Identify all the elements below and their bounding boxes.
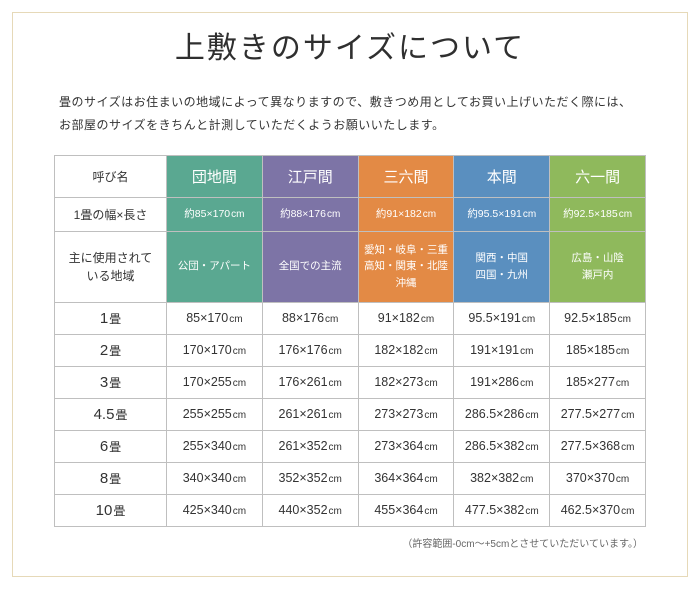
colored-cell: 公団・アパート — [167, 231, 263, 302]
size-cell: 182×182cm — [358, 334, 454, 366]
content-frame: 上敷きのサイズについて 畳のサイズはお住まいの地域によって異なりますので、敷きつ… — [12, 12, 688, 577]
size-row-label: 1畳 — [55, 302, 167, 334]
size-cell: 185×185cm — [550, 334, 646, 366]
size-cell: 95.5×191cm — [454, 302, 550, 334]
size-cell: 340×340cm — [167, 462, 263, 494]
size-cell: 255×340cm — [167, 430, 263, 462]
size-cell: 261×352cm — [262, 430, 358, 462]
size-cell: 286.5×286cm — [454, 398, 550, 430]
size-row-label: 8畳 — [55, 462, 167, 494]
size-cell: 364×364cm — [358, 462, 454, 494]
size-cell: 440×352cm — [262, 494, 358, 526]
size-cell: 255×255cm — [167, 398, 263, 430]
size-row-label: 4.5畳 — [55, 398, 167, 430]
colored-cell: 江戸間 — [262, 155, 358, 197]
size-cell: 455×364cm — [358, 494, 454, 526]
size-row-label: 3畳 — [55, 366, 167, 398]
footnote-text: （許容範囲-0cm～+5cmとさせていただいています。） — [13, 527, 687, 550]
size-cell: 88×176cm — [262, 302, 358, 334]
description-text: 畳のサイズはお住まいの地域によって異なりますので、敷きつめ用としてお買い上げいた… — [13, 91, 687, 155]
row-header-region: 主に使用されている地域 — [55, 231, 167, 302]
colored-cell: 団地間 — [167, 155, 263, 197]
colored-cell: 六一間 — [550, 155, 646, 197]
size-row-label: 2畳 — [55, 334, 167, 366]
size-cell: 462.5×370cm — [550, 494, 646, 526]
colored-cell: 全国での主流 — [262, 231, 358, 302]
size-cell: 191×191cm — [454, 334, 550, 366]
size-cell: 352×352cm — [262, 462, 358, 494]
size-cell: 91×182cm — [358, 302, 454, 334]
size-cell: 477.5×382cm — [454, 494, 550, 526]
size-cell: 286.5×382cm — [454, 430, 550, 462]
size-cell: 277.5×277cm — [550, 398, 646, 430]
colored-cell: 約85×170cm — [167, 197, 263, 231]
colored-cell: 愛知・岐阜・三重高知・関東・北陸沖縄 — [358, 231, 454, 302]
colored-cell: 約95.5×191cm — [454, 197, 550, 231]
colored-cell: 約91×182cm — [358, 197, 454, 231]
row-header-name: 呼び名 — [55, 155, 167, 197]
size-table: 呼び名団地間江戸間三六間本間六一間 1畳の幅×長さ約85×170cm約88×176… — [54, 155, 646, 527]
row-header-one: 1畳の幅×長さ — [55, 197, 167, 231]
size-cell: 277.5×368cm — [550, 430, 646, 462]
size-cell: 182×273cm — [358, 366, 454, 398]
colored-cell: 約92.5×185cm — [550, 197, 646, 231]
size-cell: 191×286cm — [454, 366, 550, 398]
page-title: 上敷きのサイズについて — [13, 13, 687, 91]
size-cell: 170×170cm — [167, 334, 263, 366]
colored-cell: 関西・中国四国・九州 — [454, 231, 550, 302]
size-cell: 425×340cm — [167, 494, 263, 526]
size-cell: 176×261cm — [262, 366, 358, 398]
colored-cell: 約88×176cm — [262, 197, 358, 231]
size-cell: 85×170cm — [167, 302, 263, 334]
colored-cell: 広島・山陰瀬戸内 — [550, 231, 646, 302]
size-cell: 185×277cm — [550, 366, 646, 398]
size-cell: 382×382cm — [454, 462, 550, 494]
colored-cell: 本間 — [454, 155, 550, 197]
size-cell: 261×261cm — [262, 398, 358, 430]
colored-cell: 三六間 — [358, 155, 454, 197]
size-cell: 92.5×185cm — [550, 302, 646, 334]
size-cell: 273×364cm — [358, 430, 454, 462]
size-cell: 176×176cm — [262, 334, 358, 366]
size-cell: 170×255cm — [167, 366, 263, 398]
size-cell: 370×370cm — [550, 462, 646, 494]
size-row-label: 6畳 — [55, 430, 167, 462]
size-row-label: 10畳 — [55, 494, 167, 526]
size-cell: 273×273cm — [358, 398, 454, 430]
